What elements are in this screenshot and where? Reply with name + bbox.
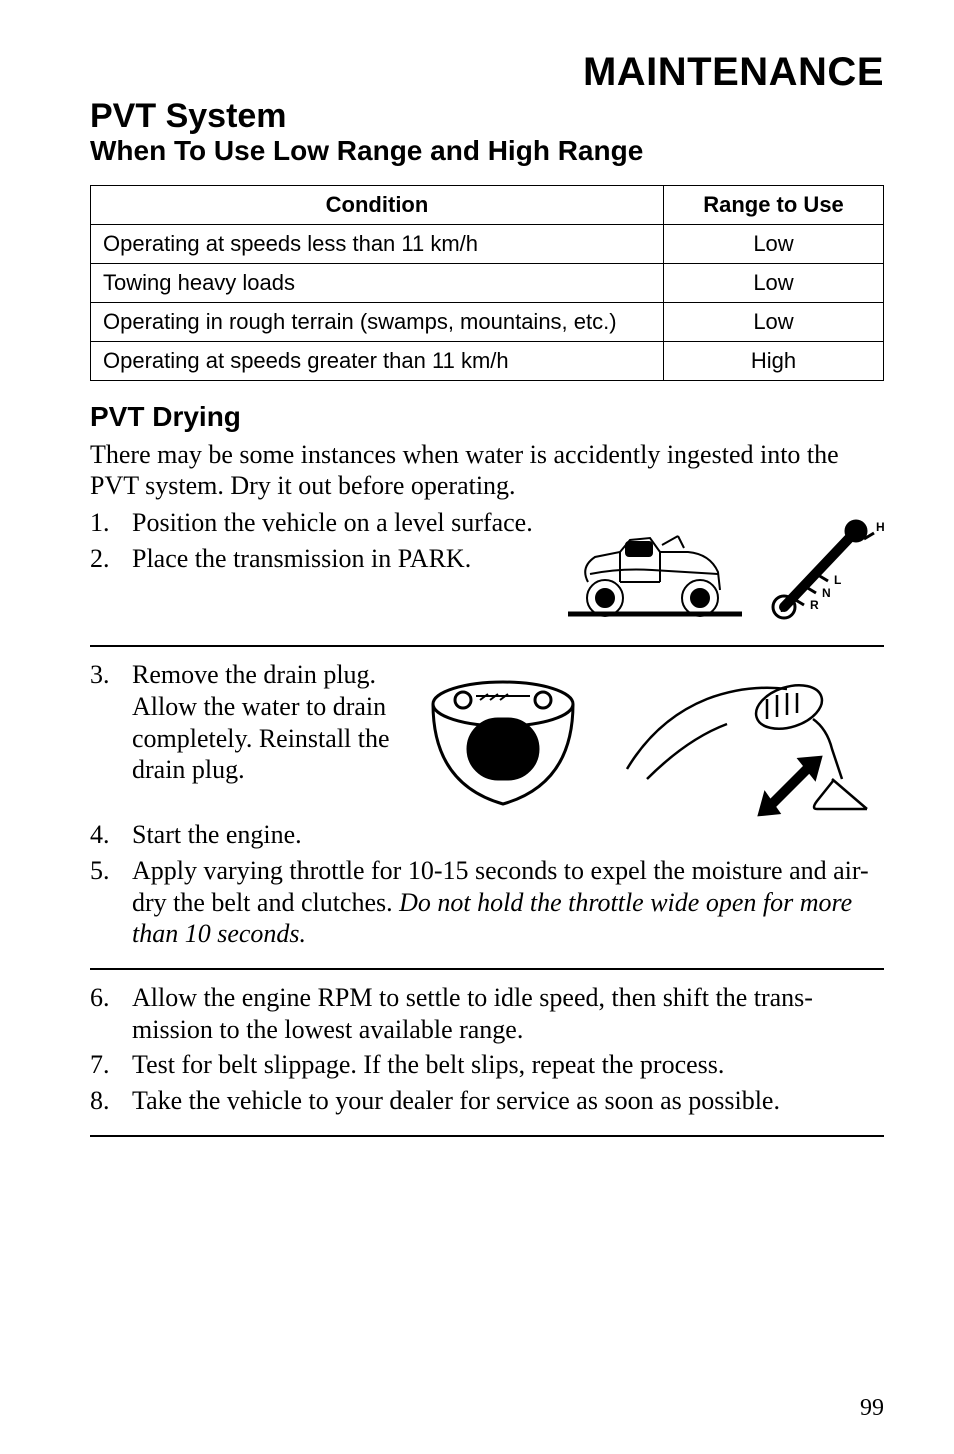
step-7: 7.Test for belt slippage. If the belt sl…: [90, 1049, 884, 1081]
col-condition: Condition: [91, 185, 664, 224]
col-range: Range to Use: [664, 185, 884, 224]
step-text: Remove the drain plug. Allow the water t…: [132, 659, 390, 786]
step-text: Place the transmission in PARK.: [132, 543, 540, 575]
steps-3-5-row: 3.Remove the drain plug. Allow the water…: [90, 659, 884, 819]
svg-text:L: L: [834, 573, 841, 587]
steps-1-2-row: 1.Position the vehicle on a level surfac…: [90, 507, 884, 627]
cell-range: High: [664, 341, 884, 380]
page: MAINTENANCE PVT System When To Use Low R…: [0, 0, 954, 1454]
step-2: 2.Place the transmission in PARK.: [90, 543, 540, 575]
gear-shifter-icon: P R N L H: [764, 507, 884, 627]
svg-text:P: P: [780, 601, 788, 615]
steps-list-b: 3.Remove the drain plug. Allow the water…: [90, 659, 390, 786]
cell-condition: Operating at speeds less than 11 km/h: [91, 224, 664, 263]
step-8: 8.Take the vehicle to your dealer for se…: [90, 1085, 884, 1117]
divider: [90, 645, 884, 647]
table-row: Operating at speeds less than 11 km/h Lo…: [91, 224, 884, 263]
step-text: Test for belt slippage. If the belt slip…: [132, 1049, 884, 1081]
figures-row-1: P R N L H: [560, 507, 884, 627]
table-row: Operating in rough terrain (swamps, moun…: [91, 302, 884, 341]
table-header-row: Condition Range to Use: [91, 185, 884, 224]
clutch-removal-icon: [617, 659, 877, 819]
cell-range: Low: [664, 263, 884, 302]
table-row: Operating at speeds greater than 11 km/h…: [91, 341, 884, 380]
step-text: Take the vehicle to your dealer for serv…: [132, 1085, 884, 1117]
steps-list-c: 4.Start the engine. 5.Apply varying thro…: [90, 819, 884, 950]
drain-plug-icon: [418, 664, 588, 814]
step-3: 3.Remove the drain plug. Allow the water…: [90, 659, 390, 786]
cell-range: Low: [664, 224, 884, 263]
step-text: Start the engine.: [132, 819, 884, 851]
table-row: Towing heavy loads Low: [91, 263, 884, 302]
intro-paragraph: There may be some instances when water i…: [90, 439, 884, 501]
page-number: 99: [860, 1395, 884, 1422]
step-4: 4.Start the engine.: [90, 819, 884, 851]
divider: [90, 1135, 884, 1137]
subsection-heading-2: PVT Drying: [90, 401, 884, 433]
steps-list-a: 1.Position the vehicle on a level surfac…: [90, 507, 540, 574]
step-text: Apply varying throttle for 10-15 seconds…: [132, 855, 884, 950]
cell-range: Low: [664, 302, 884, 341]
step-6: 6.Allow the engine RPM to settle to idle…: [90, 982, 884, 1045]
chapter-title: MAINTENANCE: [90, 50, 884, 95]
range-table: Condition Range to Use Operating at spee…: [90, 185, 884, 381]
steps-list-d: 6.Allow the engine RPM to settle to idle…: [90, 982, 884, 1117]
svg-text:H: H: [876, 520, 884, 534]
svg-text:R: R: [810, 598, 819, 612]
cell-condition: Towing heavy loads: [91, 263, 664, 302]
cell-condition: Operating at speeds greater than 11 km/h: [91, 341, 664, 380]
figures-row-2: [410, 659, 884, 819]
section-heading: PVT System: [90, 99, 884, 135]
step-5: 5.Apply varying throttle for 10-15 secon…: [90, 855, 884, 950]
svg-text:N: N: [822, 586, 831, 600]
cell-condition: Operating in rough terrain (swamps, moun…: [91, 302, 664, 341]
step-text: Position the vehicle on a level surface.: [132, 507, 540, 539]
atv-level-icon: [560, 512, 750, 622]
subsection-heading-1: When To Use Low Range and High Range: [90, 135, 884, 167]
divider: [90, 968, 884, 970]
step-1: 1.Position the vehicle on a level surfac…: [90, 507, 540, 539]
step-text: Allow the engine RPM to settle to idle s…: [132, 982, 884, 1045]
